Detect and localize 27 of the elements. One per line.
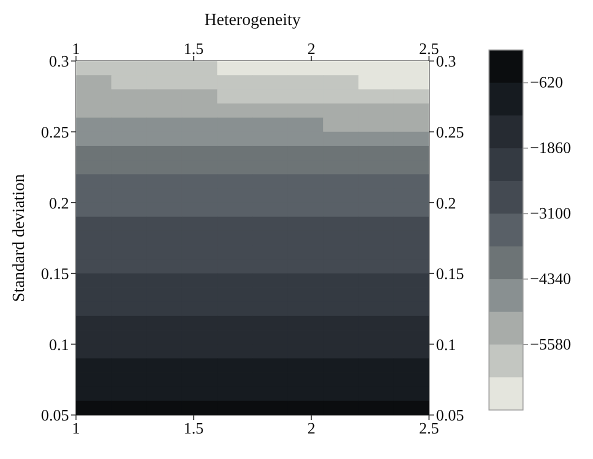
color-bar-label: −4340 — [530, 271, 572, 288]
y-tick-label: 0.25 — [41, 124, 69, 142]
x2-tick-label: 2 — [307, 420, 316, 438]
y-tick-label: 0.3 — [49, 54, 69, 71]
y-tick-label: 0.15 — [41, 266, 69, 284]
y2-tick-label: 0.3 — [436, 54, 456, 71]
y2-tick-label: 0.05 — [436, 408, 464, 425]
x-tick-label: 2.5 — [419, 41, 439, 58]
y2-tick-label: 0.1 — [436, 336, 456, 354]
x-tick-label: 2 — [307, 41, 316, 58]
y2-tick-label: 0.2 — [436, 195, 456, 212]
x-tick-label: 1.5 — [184, 41, 204, 58]
x-tick-label: 1 — [72, 41, 80, 58]
y-tick-label: 0.2 — [49, 195, 69, 212]
color-bar-label: −5580 — [530, 336, 572, 354]
x2-tick-label: 2.5 — [419, 420, 439, 438]
color-bar-label: −3100 — [530, 206, 572, 223]
color-bar-label: −1860 — [530, 140, 572, 158]
color-bar-label: −620 — [530, 74, 564, 92]
y-tick-label: 0.05 — [41, 408, 69, 425]
y2-tick-label: 0.25 — [436, 124, 464, 142]
y2-tick-label: 0.15 — [436, 266, 464, 284]
x2-tick-label: 1.5 — [184, 420, 204, 438]
y-tick-label: 0.1 — [49, 336, 69, 354]
x2-tick-label: 1 — [72, 420, 80, 438]
x2-axis-title: Heterogeneity — [204, 10, 302, 30]
y-axis-title: Standard deviation — [9, 174, 28, 302]
